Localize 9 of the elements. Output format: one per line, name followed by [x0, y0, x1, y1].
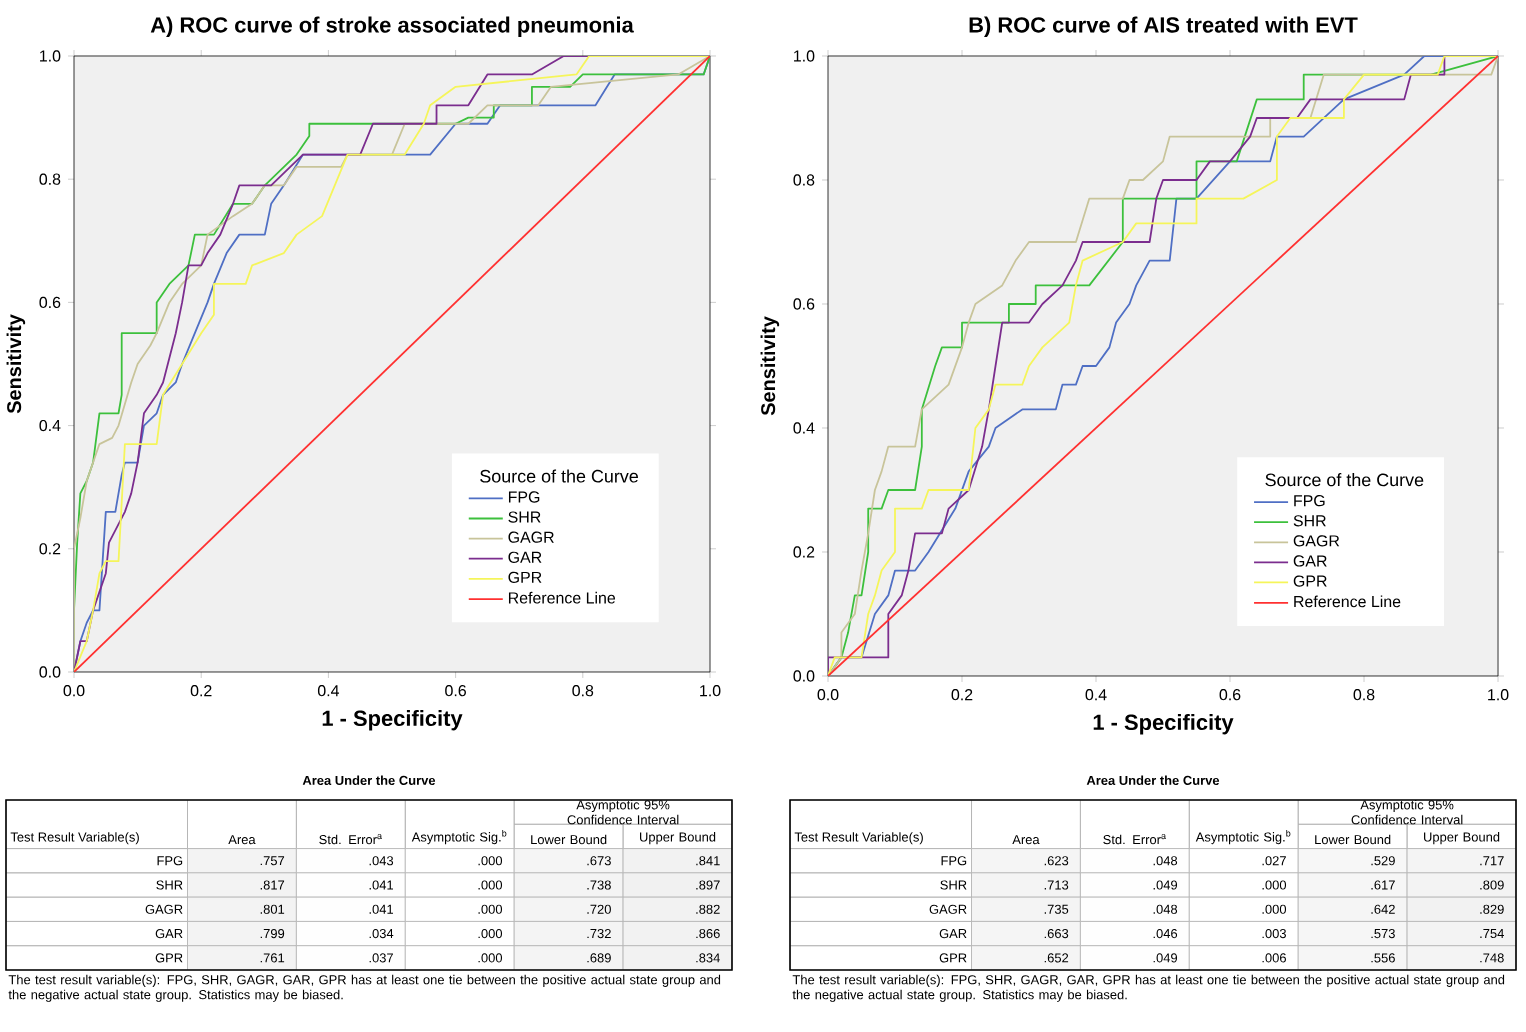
chart-title: B) ROC curve of AIS treated with EVT: [969, 16, 1358, 37]
line-series: [74, 55, 711, 672]
x-axis-title: 1 - Specificity: [322, 709, 463, 731]
legend-title: Source of the Curve: [1265, 473, 1424, 487]
y-axis-title: Sensitivity: [6, 314, 26, 414]
chart-title: A) ROC curve of stroke associated pneumonia: [150, 16, 634, 37]
x-axis-title: 1 - Specificity: [1093, 713, 1234, 735]
y-axis-title: Sensitivity: [760, 316, 780, 416]
legend-title: Source of the Curve: [480, 469, 638, 483]
